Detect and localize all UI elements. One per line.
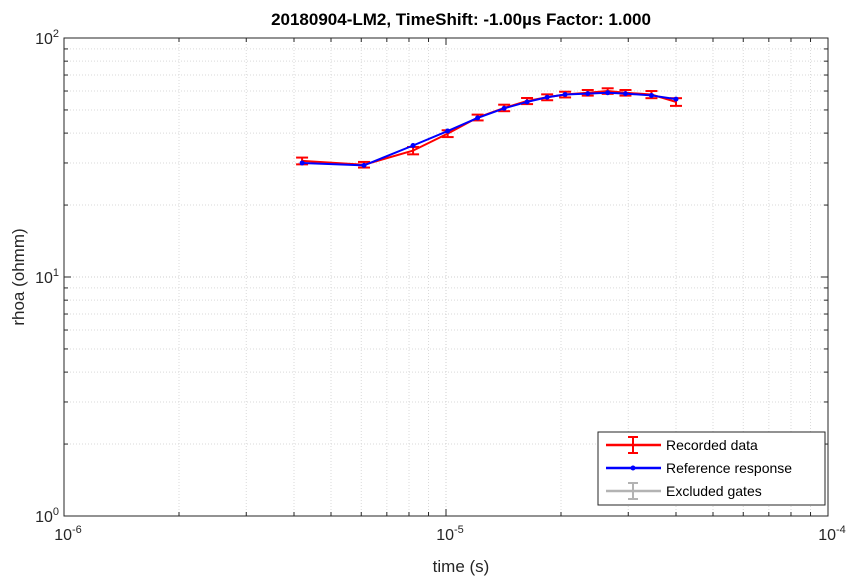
reference-response-point xyxy=(445,128,451,134)
x-tick-label-text: 10-5 xyxy=(436,524,464,544)
x-tick-label: 10-4 xyxy=(818,524,846,544)
legend: Recorded data Reference response Excluded … xyxy=(597,431,826,506)
x-tick-label-text: 10-6 xyxy=(54,524,82,544)
reference-response-line xyxy=(302,91,677,167)
y-tick-label-text: 101 xyxy=(35,267,59,287)
reference-response-point xyxy=(648,92,654,98)
y-tick-label: 100 xyxy=(35,506,59,526)
reference-response-point xyxy=(361,162,367,168)
legend-label: Recorded data xyxy=(666,437,758,453)
x-axis-label: time (s) xyxy=(433,557,490,576)
reference-response-point xyxy=(299,160,305,166)
reference-response-point xyxy=(562,92,568,98)
legend-marker xyxy=(630,465,636,471)
reference-response-point xyxy=(622,91,628,97)
plot-area: 10-6 10-5 10-4 100 101 102 Recorded data Refere… xyxy=(35,28,846,544)
x-tick-label: 10-5 xyxy=(436,524,464,544)
y-tick-label-text: 100 xyxy=(35,506,59,526)
legend-item: Excluded gates xyxy=(606,482,762,500)
legend-label: Reference response xyxy=(666,460,792,476)
reference-response-point xyxy=(544,94,550,100)
legend-label: Excluded gates xyxy=(666,483,762,499)
reference-response-point xyxy=(501,105,507,111)
reference-response-point xyxy=(475,115,481,121)
x-tick-label-text: 10-4 xyxy=(818,524,846,544)
reference-response-point xyxy=(673,96,679,102)
reference-response-point xyxy=(585,91,591,97)
reference-response-point xyxy=(410,142,416,148)
y-tick-label: 101 xyxy=(35,267,59,287)
legend-item: Reference response xyxy=(606,460,792,476)
y-tick-label: 102 xyxy=(35,28,59,48)
x-tick-label: 10-6 xyxy=(54,524,82,544)
legend-item: Recorded data xyxy=(606,436,758,454)
chart-title: 20180904-LM2, TimeShift: -1.00µs Factor:… xyxy=(271,10,651,29)
y-tick-label-text: 102 xyxy=(35,28,59,48)
y-axis-label: rhoa (ohmm) xyxy=(9,228,28,325)
reference-response-point xyxy=(524,99,530,105)
reference-response-point xyxy=(605,90,611,96)
